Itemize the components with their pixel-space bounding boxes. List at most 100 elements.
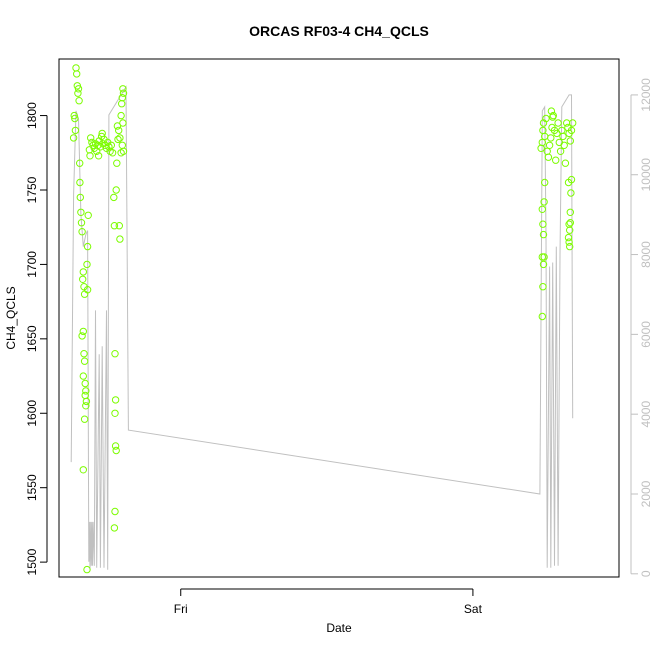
data-point-21 xyxy=(78,332,86,340)
y2-tick-label-8000: 8000 xyxy=(639,241,650,268)
y2-tick-label-4000: 4000 xyxy=(639,401,650,428)
data-point-9 xyxy=(75,97,83,105)
data-point-24 xyxy=(79,372,88,380)
data-point-120 xyxy=(539,260,548,269)
data-point-93 xyxy=(544,153,553,161)
data-point-8 xyxy=(74,85,83,93)
data-point-103 xyxy=(556,147,565,156)
x-tick-label-sat: Sat xyxy=(464,602,483,616)
data-point-0 xyxy=(69,134,78,142)
data-point-107 xyxy=(561,159,570,167)
data-point-105 xyxy=(559,132,567,141)
data-point-31 xyxy=(79,466,88,474)
data-point-122 xyxy=(538,312,546,321)
data-point-1 xyxy=(70,111,78,120)
ch4-points-layer xyxy=(69,64,577,574)
data-point-71 xyxy=(113,122,122,130)
data-point-36 xyxy=(84,211,92,220)
data-point-17 xyxy=(79,268,88,276)
data-point-32 xyxy=(83,565,91,574)
data-point-56 xyxy=(107,141,116,150)
data-point-112 xyxy=(567,126,576,135)
data-point-13 xyxy=(77,208,85,217)
data-point-133 xyxy=(567,189,575,197)
data-point-67 xyxy=(111,507,119,516)
data-point-68 xyxy=(110,524,119,532)
data-point-125 xyxy=(540,253,548,261)
x-tick-label-fri: Fri xyxy=(174,602,188,616)
data-point-81 xyxy=(115,222,124,230)
data-point-3 xyxy=(71,126,80,135)
data-point-60 xyxy=(110,193,118,202)
data-point-57 xyxy=(108,149,117,157)
data-point-128 xyxy=(566,226,574,234)
right-axis-line-layer xyxy=(70,85,574,570)
data-point-106 xyxy=(560,141,568,150)
data-point-26 xyxy=(82,387,90,395)
data-point-70 xyxy=(113,159,121,167)
data-point-28 xyxy=(82,397,91,406)
data-point-134 xyxy=(564,233,573,242)
data-point-22 xyxy=(80,350,88,358)
data-point-15 xyxy=(78,228,86,236)
data-point-94 xyxy=(545,141,554,150)
data-point-135 xyxy=(566,219,574,227)
data-point-129 xyxy=(566,208,574,217)
data-point-16 xyxy=(79,275,87,283)
data-point-66 xyxy=(112,446,120,455)
data-point-11 xyxy=(76,178,84,187)
data-point-76 xyxy=(118,94,127,102)
data-point-58 xyxy=(94,152,103,160)
data-point-12 xyxy=(76,193,85,202)
data-point-34 xyxy=(83,260,91,269)
data-point-77 xyxy=(119,85,127,93)
data-point-113 xyxy=(569,119,577,127)
x-axis: Fri Sat xyxy=(174,588,483,616)
data-point-124 xyxy=(540,198,548,206)
data-point-101 xyxy=(554,119,562,127)
data-point-33 xyxy=(83,286,92,294)
y-tick-label-1500: 1500 xyxy=(25,548,39,575)
data-point-69 xyxy=(112,186,120,194)
y-tick-label-1600: 1600 xyxy=(25,400,39,427)
data-point-78 xyxy=(119,89,128,97)
plot-frame xyxy=(58,58,620,578)
data-point-130 xyxy=(565,238,573,246)
y2-tick-label-0: 0 xyxy=(639,570,650,577)
data-point-61 xyxy=(110,222,119,230)
y-axis-label: CH4_QCLS xyxy=(4,286,18,349)
data-point-35 xyxy=(83,242,92,251)
data-point-99 xyxy=(552,156,560,164)
data-point-23 xyxy=(80,357,89,365)
y2-tick-label-12000: 12000 xyxy=(639,78,650,112)
data-point-7 xyxy=(74,89,82,97)
y-tick-label-1800: 1800 xyxy=(25,102,39,129)
y-tick-label-1700: 1700 xyxy=(25,251,39,278)
series-line-0 xyxy=(70,85,574,570)
data-point-29 xyxy=(82,402,90,410)
y-tick-label-1550: 1550 xyxy=(25,474,39,501)
data-point-65 xyxy=(111,442,120,450)
data-point-25 xyxy=(81,379,89,388)
data-point-39 xyxy=(87,134,95,142)
data-point-14 xyxy=(77,219,86,227)
y-tick-label-1750: 1750 xyxy=(25,176,39,203)
data-point-59 xyxy=(98,129,106,138)
data-point-5 xyxy=(73,70,81,78)
data-point-73 xyxy=(116,134,124,142)
y-axis-right: 0 2000 4000 6000 8000 10000 12000 xyxy=(630,78,650,577)
y-axis-left: 1500 1550 1600 1650 1700 1750 1800 xyxy=(25,102,48,575)
y2-tick-label-10000: 10000 xyxy=(639,158,650,192)
data-point-118 xyxy=(539,230,548,239)
y2-tick-label-2000: 2000 xyxy=(639,480,650,507)
data-point-95 xyxy=(547,134,555,142)
data-point-20 xyxy=(79,327,88,336)
data-point-2 xyxy=(71,114,79,123)
data-point-10 xyxy=(76,159,84,167)
data-point-132 xyxy=(567,175,576,184)
data-point-131 xyxy=(566,242,574,251)
data-point-121 xyxy=(539,283,547,291)
data-point-83 xyxy=(119,147,128,156)
data-point-111 xyxy=(566,137,574,145)
